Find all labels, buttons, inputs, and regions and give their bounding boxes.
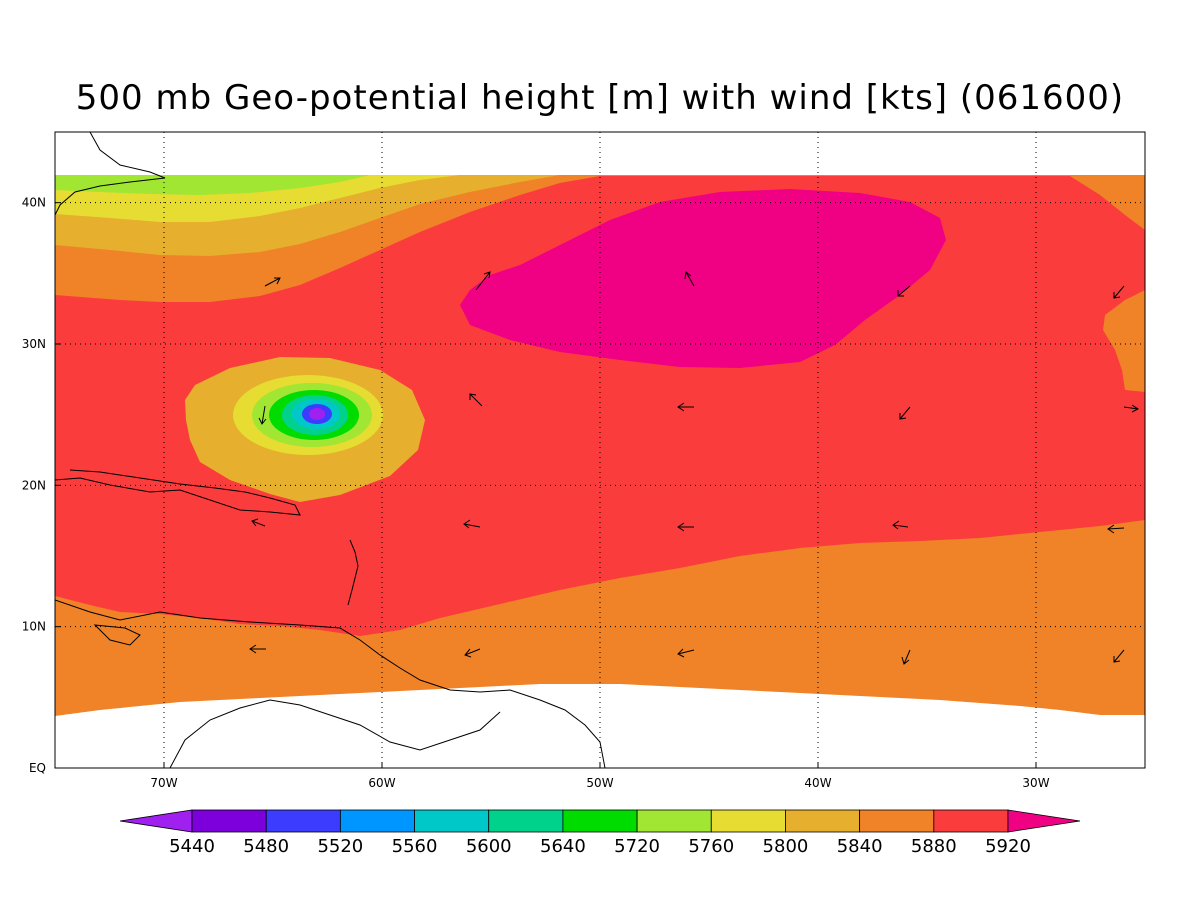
- wind-arrow: [677, 522, 694, 532]
- lon-tick-label: 50W: [586, 776, 613, 790]
- colorbar-swatch: [191, 809, 267, 833]
- colorbar-level-label: 5880: [911, 836, 957, 857]
- contour-fill-5840-east: [1103, 290, 1145, 392]
- lat-tick-label: 20N: [22, 478, 46, 492]
- colorbar-swatch: [488, 809, 564, 833]
- wind-arrow: [901, 649, 911, 665]
- colorbar: 5440 5480 5520 5560 5600 5640 5720 5760 5800 5840…: [119, 809, 1081, 857]
- contour-fill-5720: [55, 175, 370, 195]
- colorbar-swatch: [785, 809, 861, 833]
- colorbar-swatch: [710, 809, 786, 833]
- wind-arrow: [1113, 285, 1125, 299]
- colorbar-swatch: [636, 809, 712, 833]
- lat-lon-grid: [55, 132, 1145, 768]
- colorbar-level-label: 5760: [688, 836, 734, 857]
- coast-south-america: [55, 599, 606, 768]
- colorbar-arrow-high: [1007, 809, 1081, 833]
- colorbar-arrow-low: [119, 809, 193, 833]
- lat-tick-label: 40N: [22, 196, 46, 210]
- wind-arrow: [677, 648, 695, 658]
- wind-arrow: [1113, 649, 1125, 663]
- wind-arrow: [684, 271, 695, 287]
- wind-vectors: [249, 271, 1139, 665]
- colorbar-level-label: 5520: [317, 836, 363, 857]
- chart-title: 500 mb Geo-potential height [m] with win…: [75, 78, 1125, 118]
- wind-arrow: [1107, 524, 1125, 534]
- wind-arrow: [677, 402, 694, 412]
- coast-greater-antilles: [55, 469, 301, 516]
- wind-arrow: [1123, 404, 1139, 413]
- colorbar-swatch: [933, 809, 1009, 833]
- coast-lesser-antilles: [347, 539, 359, 606]
- wind-arrow: [264, 277, 281, 287]
- colorbar-level-label: 5720: [614, 836, 660, 857]
- lon-tick-label: 70W: [150, 776, 177, 790]
- colorbar-swatch: [339, 809, 415, 833]
- wind-arrow: [251, 518, 266, 527]
- wind-arrow: [463, 519, 481, 529]
- map-axes: 70W 60W 50W 40W 30W EQ 10N 20N 30N 40N: [22, 196, 1050, 790]
- colorbar-swatch: [414, 809, 490, 833]
- coast-venezuela-gulf: [93, 624, 141, 646]
- wind-arrow: [475, 271, 491, 291]
- contour-ring-5440: [309, 408, 325, 420]
- wind-arrow: [899, 406, 911, 420]
- colorbar-swatch: [859, 809, 935, 833]
- colorbar-level-label: 5800: [763, 836, 809, 857]
- height-field: [55, 132, 1145, 768]
- wind-arrow: [258, 405, 267, 425]
- wind-arrow: [469, 393, 483, 407]
- tropical-low: [185, 357, 425, 502]
- colorbar-level-label: 5840: [837, 836, 883, 857]
- lat-tick-label: EQ: [29, 761, 46, 775]
- lon-tick-label: 60W: [368, 776, 395, 790]
- wind-arrow: [897, 285, 911, 297]
- colorbar-level-label: 5560: [392, 836, 438, 857]
- wind-arrow: [892, 520, 909, 530]
- colorbar-level-label: 5640: [540, 836, 586, 857]
- wind-arrow: [464, 648, 481, 658]
- lat-tick-label: 30N: [22, 337, 46, 351]
- lat-tick-label: 10N: [22, 620, 46, 634]
- colorbar-level-label: 5480: [243, 836, 289, 857]
- lon-tick-label: 40W: [804, 776, 831, 790]
- colorbar-level-label: 5600: [466, 836, 512, 857]
- coastlines: [55, 132, 606, 768]
- colorbar-swatch: [562, 809, 638, 833]
- colorbar-swatch: [265, 809, 341, 833]
- colorbar-level-label: 5440: [169, 836, 215, 857]
- wind-arrow: [249, 644, 266, 654]
- contour-fill-5920: [460, 189, 946, 368]
- coast-north-america: [55, 132, 166, 216]
- lon-tick-label: 30W: [1022, 776, 1049, 790]
- colorbar-level-label: 5920: [985, 836, 1031, 857]
